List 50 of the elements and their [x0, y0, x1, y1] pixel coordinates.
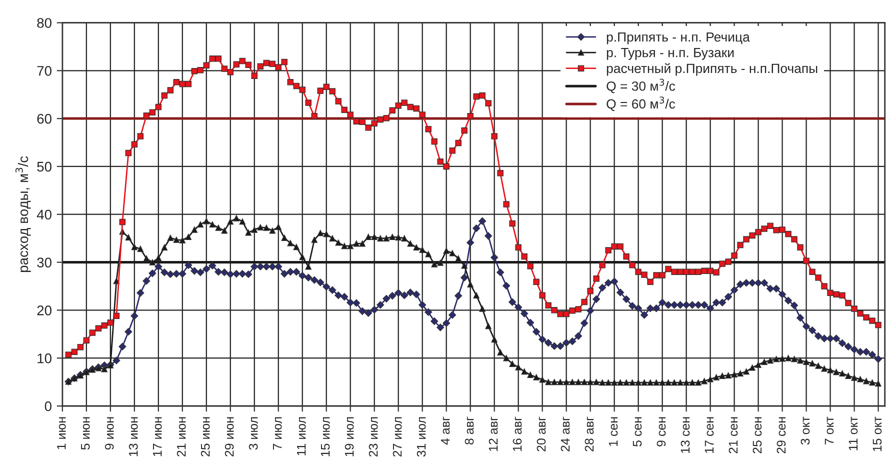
x-tick-label: 15 июл: [321, 417, 330, 456]
y-tick-label: 0: [44, 401, 52, 412]
x-tick-label: 5 сен: [632, 417, 642, 446]
x-tick-label: 23 июл: [368, 417, 378, 457]
x-tick-label: 9 сен: [656, 417, 666, 446]
x-tick-label: 4 авг: [440, 416, 450, 445]
y-axis-title: расход воды, м$^{3}$/с: [15, 156, 31, 272]
x-tick-label: 20 авг: [536, 416, 546, 452]
x-tick-label: 21 июн: [176, 417, 186, 456]
y-tick-label: 10: [38, 353, 52, 364]
x-tick-label: 24 авг: [560, 416, 570, 452]
x-tick-label: 9 июн: [104, 417, 114, 450]
legend-label: р.Припять - н.п. Речица: [606, 32, 750, 44]
x-tick-label: 3 окт: [800, 416, 810, 445]
x-tick-label: 25 июн: [200, 417, 210, 456]
y-tick-label: 30: [37, 258, 52, 268]
x-tick-label: 19 июл: [344, 417, 354, 456]
x-tick-label: 29 июн: [224, 417, 234, 456]
legend-label: расчетный р.Припять - н.п.Почапы: [606, 63, 818, 76]
x-tick-label: 1 июн: [57, 417, 66, 450]
x-tick-label: 7 июл: [273, 417, 282, 450]
x-tick-label: 17 сен: [704, 417, 714, 453]
x-tick-label: 13 июн: [128, 417, 138, 456]
legend-label: Q = 60 м$^{3}$/с: [606, 96, 676, 111]
x-tick-label: 13 сен: [680, 417, 690, 453]
x-tick-label: 5 июн: [81, 417, 90, 450]
y-tick-label: 60: [37, 114, 52, 124]
legend-label: р. Турья - н.п. Бузаки: [606, 48, 734, 60]
x-tick-label: 16 авг: [512, 416, 522, 451]
y-tick-label: 20: [37, 306, 52, 316]
x-tick-label: 11 окт: [848, 416, 858, 450]
x-tick-label: 12 авг: [488, 416, 498, 451]
x-tick-label: 3 июл: [248, 417, 258, 450]
x-tick-label: 17 июн: [153, 417, 162, 456]
x-tick-label: 27 июл: [392, 417, 402, 457]
y-tick-label: 50: [37, 162, 52, 172]
x-tick-label: 15 окт: [872, 416, 882, 452]
x-tick-label: 11 июл: [297, 417, 306, 456]
x-tick-label: 25 сен: [752, 417, 762, 454]
x-tick-label: 7 окт: [824, 416, 834, 444]
x-tick-label: 21 сен: [728, 417, 738, 454]
y-tick-label: 40: [36, 210, 52, 220]
x-tick-label: 1 сен: [608, 417, 618, 446]
x-tick-label: 31 июл: [416, 417, 426, 457]
x-tick-label: 29 сен: [776, 417, 786, 454]
x-tick-label: 28 авг: [584, 416, 594, 452]
y-tick-label: 80: [37, 18, 52, 28]
legend-label: Q = 30 м$^{3}$/с: [606, 78, 676, 94]
x-tick-label: 8 авг: [464, 416, 474, 444]
y-tick-label: 70: [37, 66, 52, 76]
